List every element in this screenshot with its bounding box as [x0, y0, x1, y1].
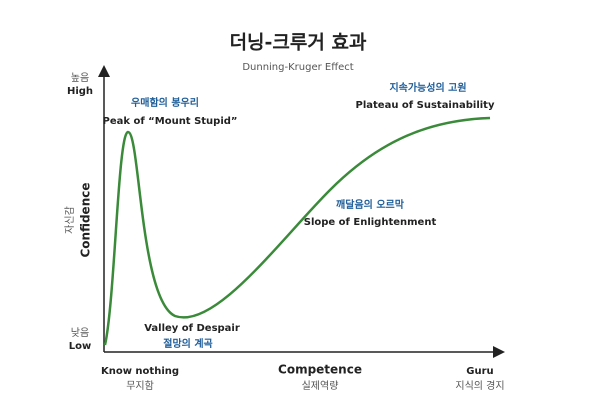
title: 더닝-크루거 효과 [230, 32, 367, 54]
annotation-en: Plateau of Sustainability [356, 100, 495, 111]
y-title-en: Confidence [79, 182, 93, 257]
curve [103, 116, 491, 346]
annotation-ko: 지속가능성의 고원 [389, 81, 466, 94]
high-ko: 높음 [71, 72, 89, 84]
x-title-en: Competence [278, 363, 362, 377]
y-title-ko: 자신감 [64, 206, 76, 234]
annotation-ko: 깨달음의 오르막 [336, 198, 405, 211]
x-right-en: Guru [466, 366, 493, 377]
subtitle: Dunning-Kruger Effect [242, 62, 353, 73]
annotation-en: Peak of “Mount Stupid” [102, 116, 237, 127]
annotation-ko: 우매함의 봉우리 [131, 96, 199, 109]
annotation-en: Valley of Despair [144, 323, 240, 334]
low-ko: 낮음 [71, 327, 89, 339]
annotation-en: Slope of Enlightenment [304, 217, 437, 228]
annotation-ko: 절망의 계곡 [163, 337, 212, 350]
high-en: High [67, 86, 93, 97]
x-left-en: Know nothing [101, 366, 179, 377]
x-title-ko: 실제역량 [302, 380, 339, 392]
x-left-ko: 무지함 [126, 380, 154, 392]
low-en: Low [69, 341, 91, 352]
x-right-ko: 지식의 경지 [455, 379, 504, 392]
